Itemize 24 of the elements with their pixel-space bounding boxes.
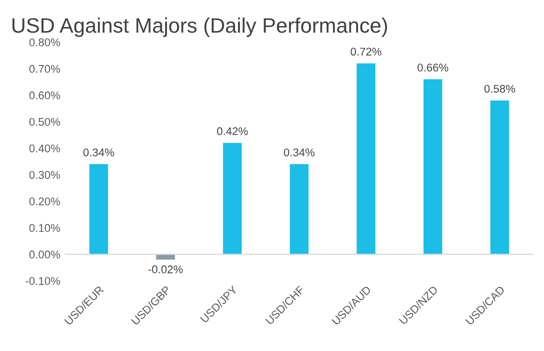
data-label: 0.72% [350,48,382,56]
data-label: 0.58% [484,84,516,93]
data-label: 0.42% [217,127,248,136]
y-tick-label: 0.70% [29,64,60,73]
data-label: -0.02% [148,265,183,274]
y-tick-label: 0.30% [29,170,60,179]
data-label: 0.34% [83,148,114,156]
y-tick-label: 0.00% [29,250,60,258]
data-label: 0.34% [284,148,315,156]
bar [290,164,309,254]
y-tick-label: 0.40% [29,144,60,152]
bar [424,79,442,254]
bar [356,63,376,254]
bar [89,164,108,254]
chart-title: USD Against Majors (Daily Performance) [12,18,388,37]
y-tick-label: 0.60% [29,91,60,100]
bar [223,142,242,254]
y-tick-label: 0.10% [29,224,60,232]
data-label: 0.66% [418,64,448,72]
y-tick-label: 0.50% [29,118,60,126]
y-tick-label: 0.80% [29,38,60,46]
bar [490,100,510,254]
y-tick-label: 0.20% [29,198,60,206]
y-tick-label: -0.10% [26,277,60,285]
